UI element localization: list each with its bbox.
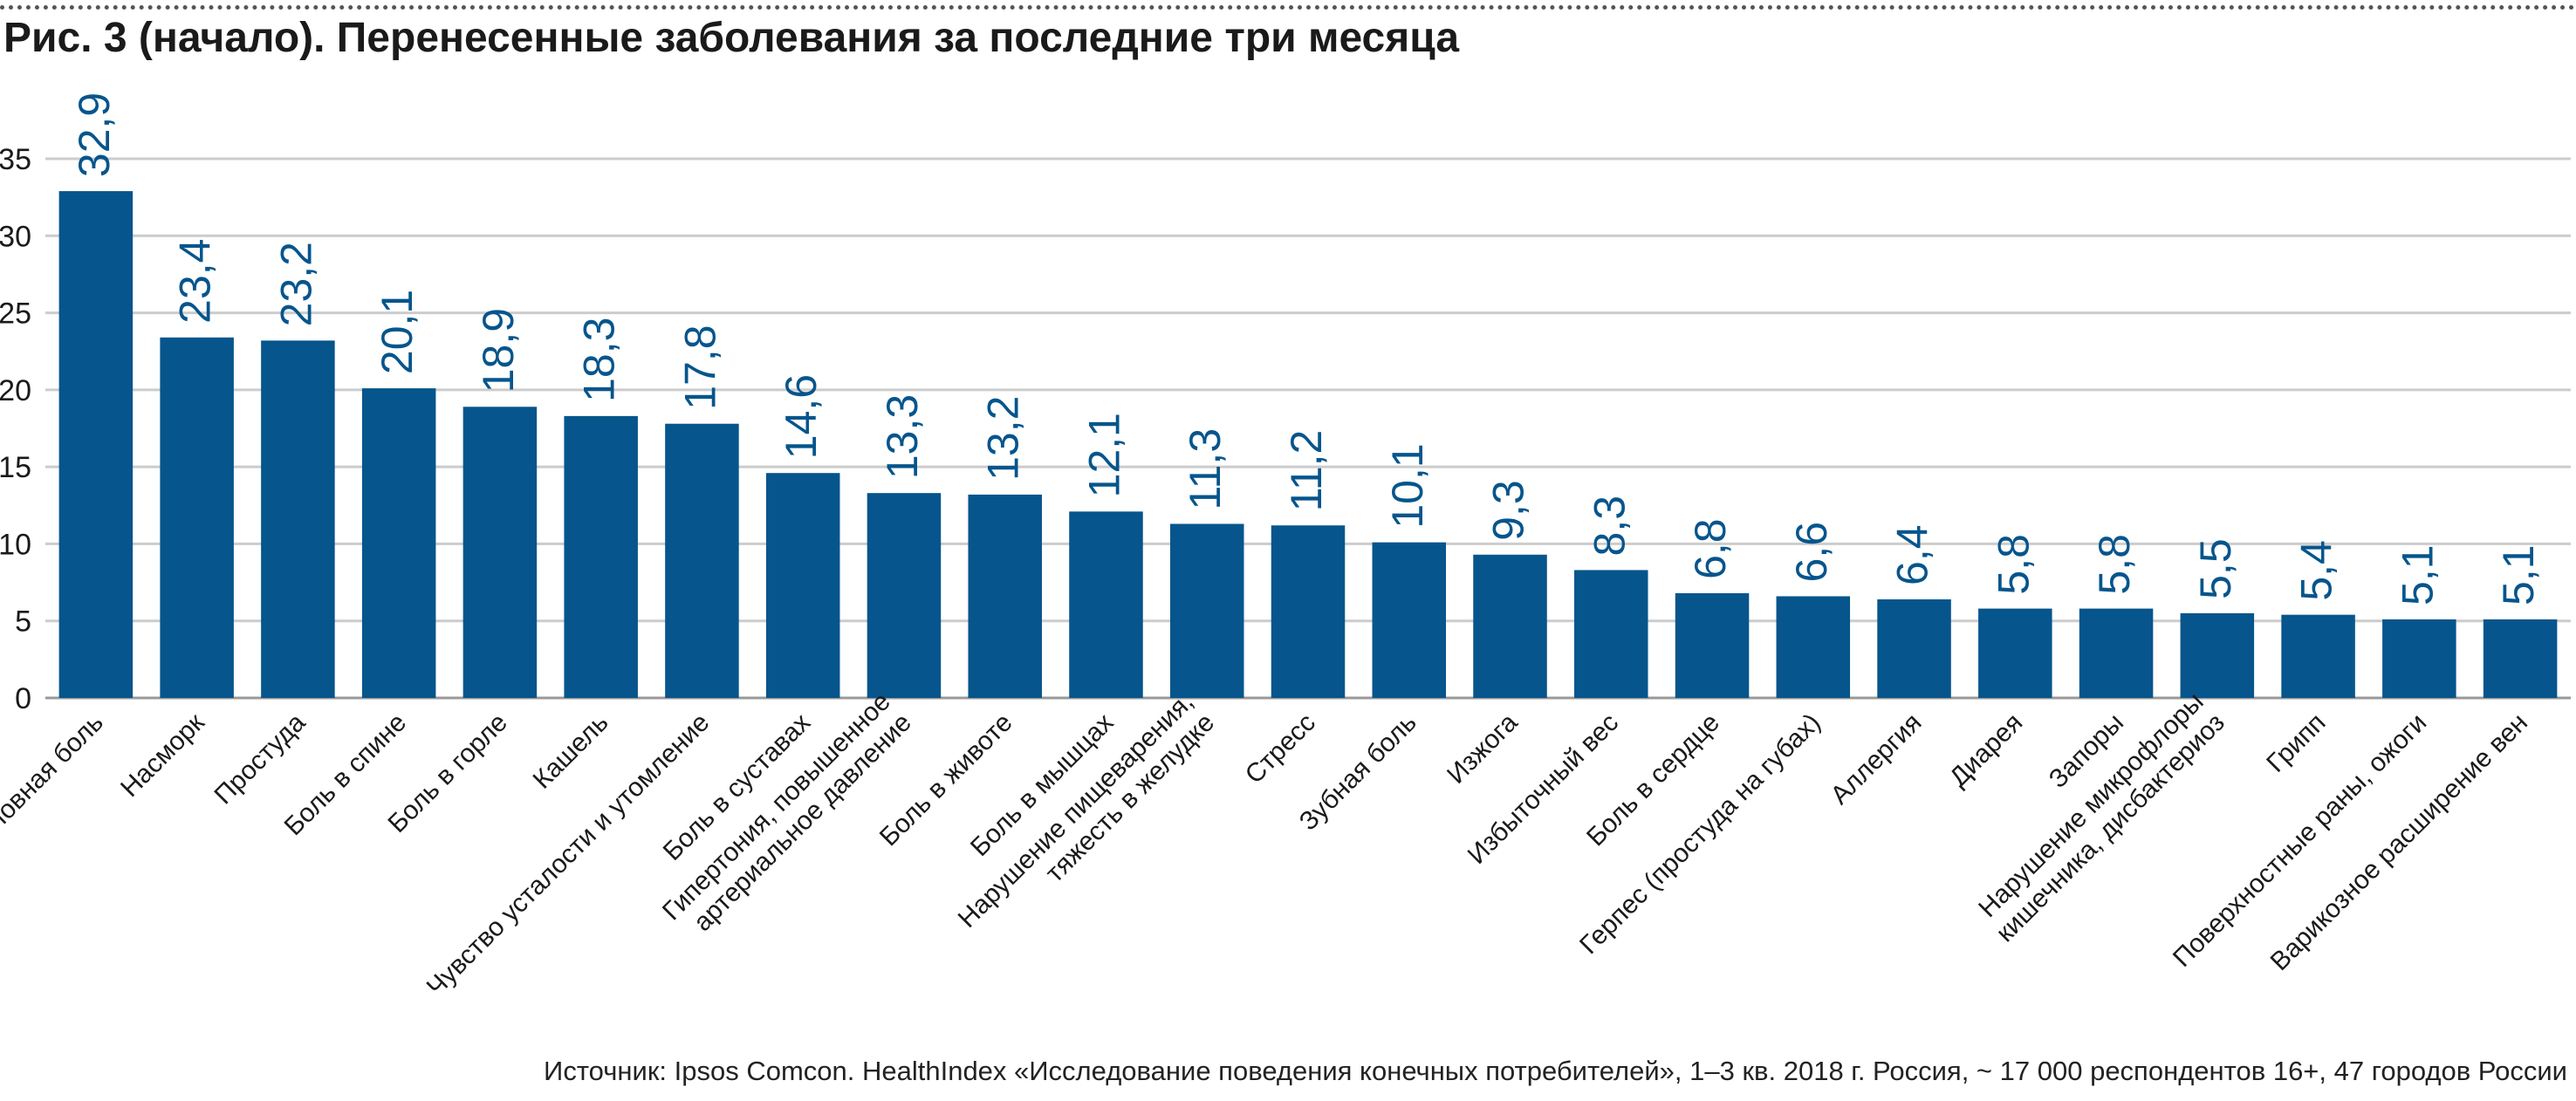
bar [1169, 523, 1244, 698]
x-tick-label: Стресс [1240, 708, 1321, 790]
bar [2382, 619, 2456, 698]
x-tick-label: Головная боль [0, 708, 109, 855]
value-label: 17,8 [675, 325, 724, 409]
value-label: 5,5 [2191, 538, 2240, 599]
x-tick-label-line: Простуда [209, 708, 312, 810]
value-label: 13,3 [878, 394, 927, 479]
x-tick-label-line: Стресс [1240, 708, 1321, 790]
y-tick-label: 10 [0, 528, 31, 561]
value-label: 32,9 [70, 92, 119, 177]
source-note: Источник: Ipsos Comcon. HealthIndex «Исс… [544, 1056, 2567, 1086]
bar [1978, 608, 2052, 698]
bar [361, 388, 436, 698]
bar [1069, 511, 1143, 698]
x-tick-label-line: Аллергия [1826, 708, 1928, 810]
bar [1271, 525, 1346, 698]
x-tick-label: Изжога [1442, 708, 1524, 790]
bar [58, 191, 134, 698]
bar [1776, 596, 1851, 698]
bar [2483, 619, 2558, 698]
y-tick-label: 15 [0, 451, 31, 484]
value-label: 5,1 [2494, 544, 2543, 605]
top-dotted-rule [0, 5, 2576, 10]
bar [867, 493, 942, 698]
x-tick-label: Насморк [115, 708, 210, 803]
bar [968, 494, 1042, 698]
y-tick-label: 5 [15, 605, 31, 639]
x-tick-label: Диарея [1944, 708, 2028, 792]
bar [261, 340, 335, 698]
bar [665, 423, 739, 698]
value-label: 20,1 [373, 290, 421, 374]
value-label: 6,6 [1787, 522, 1836, 583]
value-label: 6,8 [1686, 518, 1735, 579]
bar [1372, 542, 1447, 698]
bar [160, 337, 234, 698]
x-tick-label: Простуда [209, 708, 312, 810]
x-tick-label-line: Диарея [1944, 708, 2028, 792]
bar [1675, 592, 1750, 698]
bar [2079, 608, 2154, 698]
value-label: 10,1 [1383, 443, 1432, 528]
bar [462, 407, 538, 698]
bar [564, 415, 638, 698]
chart-title: Рис. 3 (начало). Перенесенные заболевани… [3, 15, 1460, 61]
value-label: 5,8 [1989, 534, 2038, 595]
x-tick-label-line: Головная боль [0, 708, 109, 855]
bar [2281, 614, 2355, 698]
value-label: 5,1 [2393, 544, 2442, 605]
bar [765, 473, 840, 698]
y-tick-label: 30 [0, 220, 31, 253]
x-tick-label-line: Кашель [528, 708, 614, 795]
y-tick-label: 35 [0, 143, 31, 176]
value-label: 8,3 [1585, 496, 1634, 557]
bar [2180, 612, 2255, 698]
value-label: 18,9 [474, 308, 523, 393]
x-tick-label-line: Насморк [115, 708, 210, 803]
x-tick-label: Грипп [2261, 708, 2331, 778]
y-tick-label: 25 [0, 297, 31, 331]
value-label: 11,2 [1282, 430, 1331, 512]
value-label: 14,6 [777, 374, 826, 459]
value-label: 5,4 [2292, 540, 2341, 601]
y-tick-label: 0 [15, 682, 31, 715]
x-tick-label: Кашель [528, 708, 614, 795]
x-tick-label-line: Грипп [2261, 708, 2331, 778]
value-label: 12,1 [1079, 413, 1128, 497]
value-label: 11,3 [1181, 428, 1230, 510]
value-label: 6,4 [1888, 524, 1937, 585]
value-label: 23,4 [171, 238, 220, 323]
value-label: 5,8 [2090, 534, 2139, 595]
value-label: 23,2 [271, 242, 320, 326]
x-tick-label: Аллергия [1826, 708, 1928, 810]
value-label: 18,3 [575, 318, 624, 402]
bar [1877, 598, 1951, 698]
y-tick-label: 20 [0, 374, 31, 407]
bar [1574, 570, 1648, 698]
value-label: 13,2 [979, 396, 1028, 481]
value-label: 9,3 [1484, 480, 1533, 541]
x-tick-label-line: Изжога [1442, 708, 1524, 790]
bar [1473, 554, 1547, 698]
